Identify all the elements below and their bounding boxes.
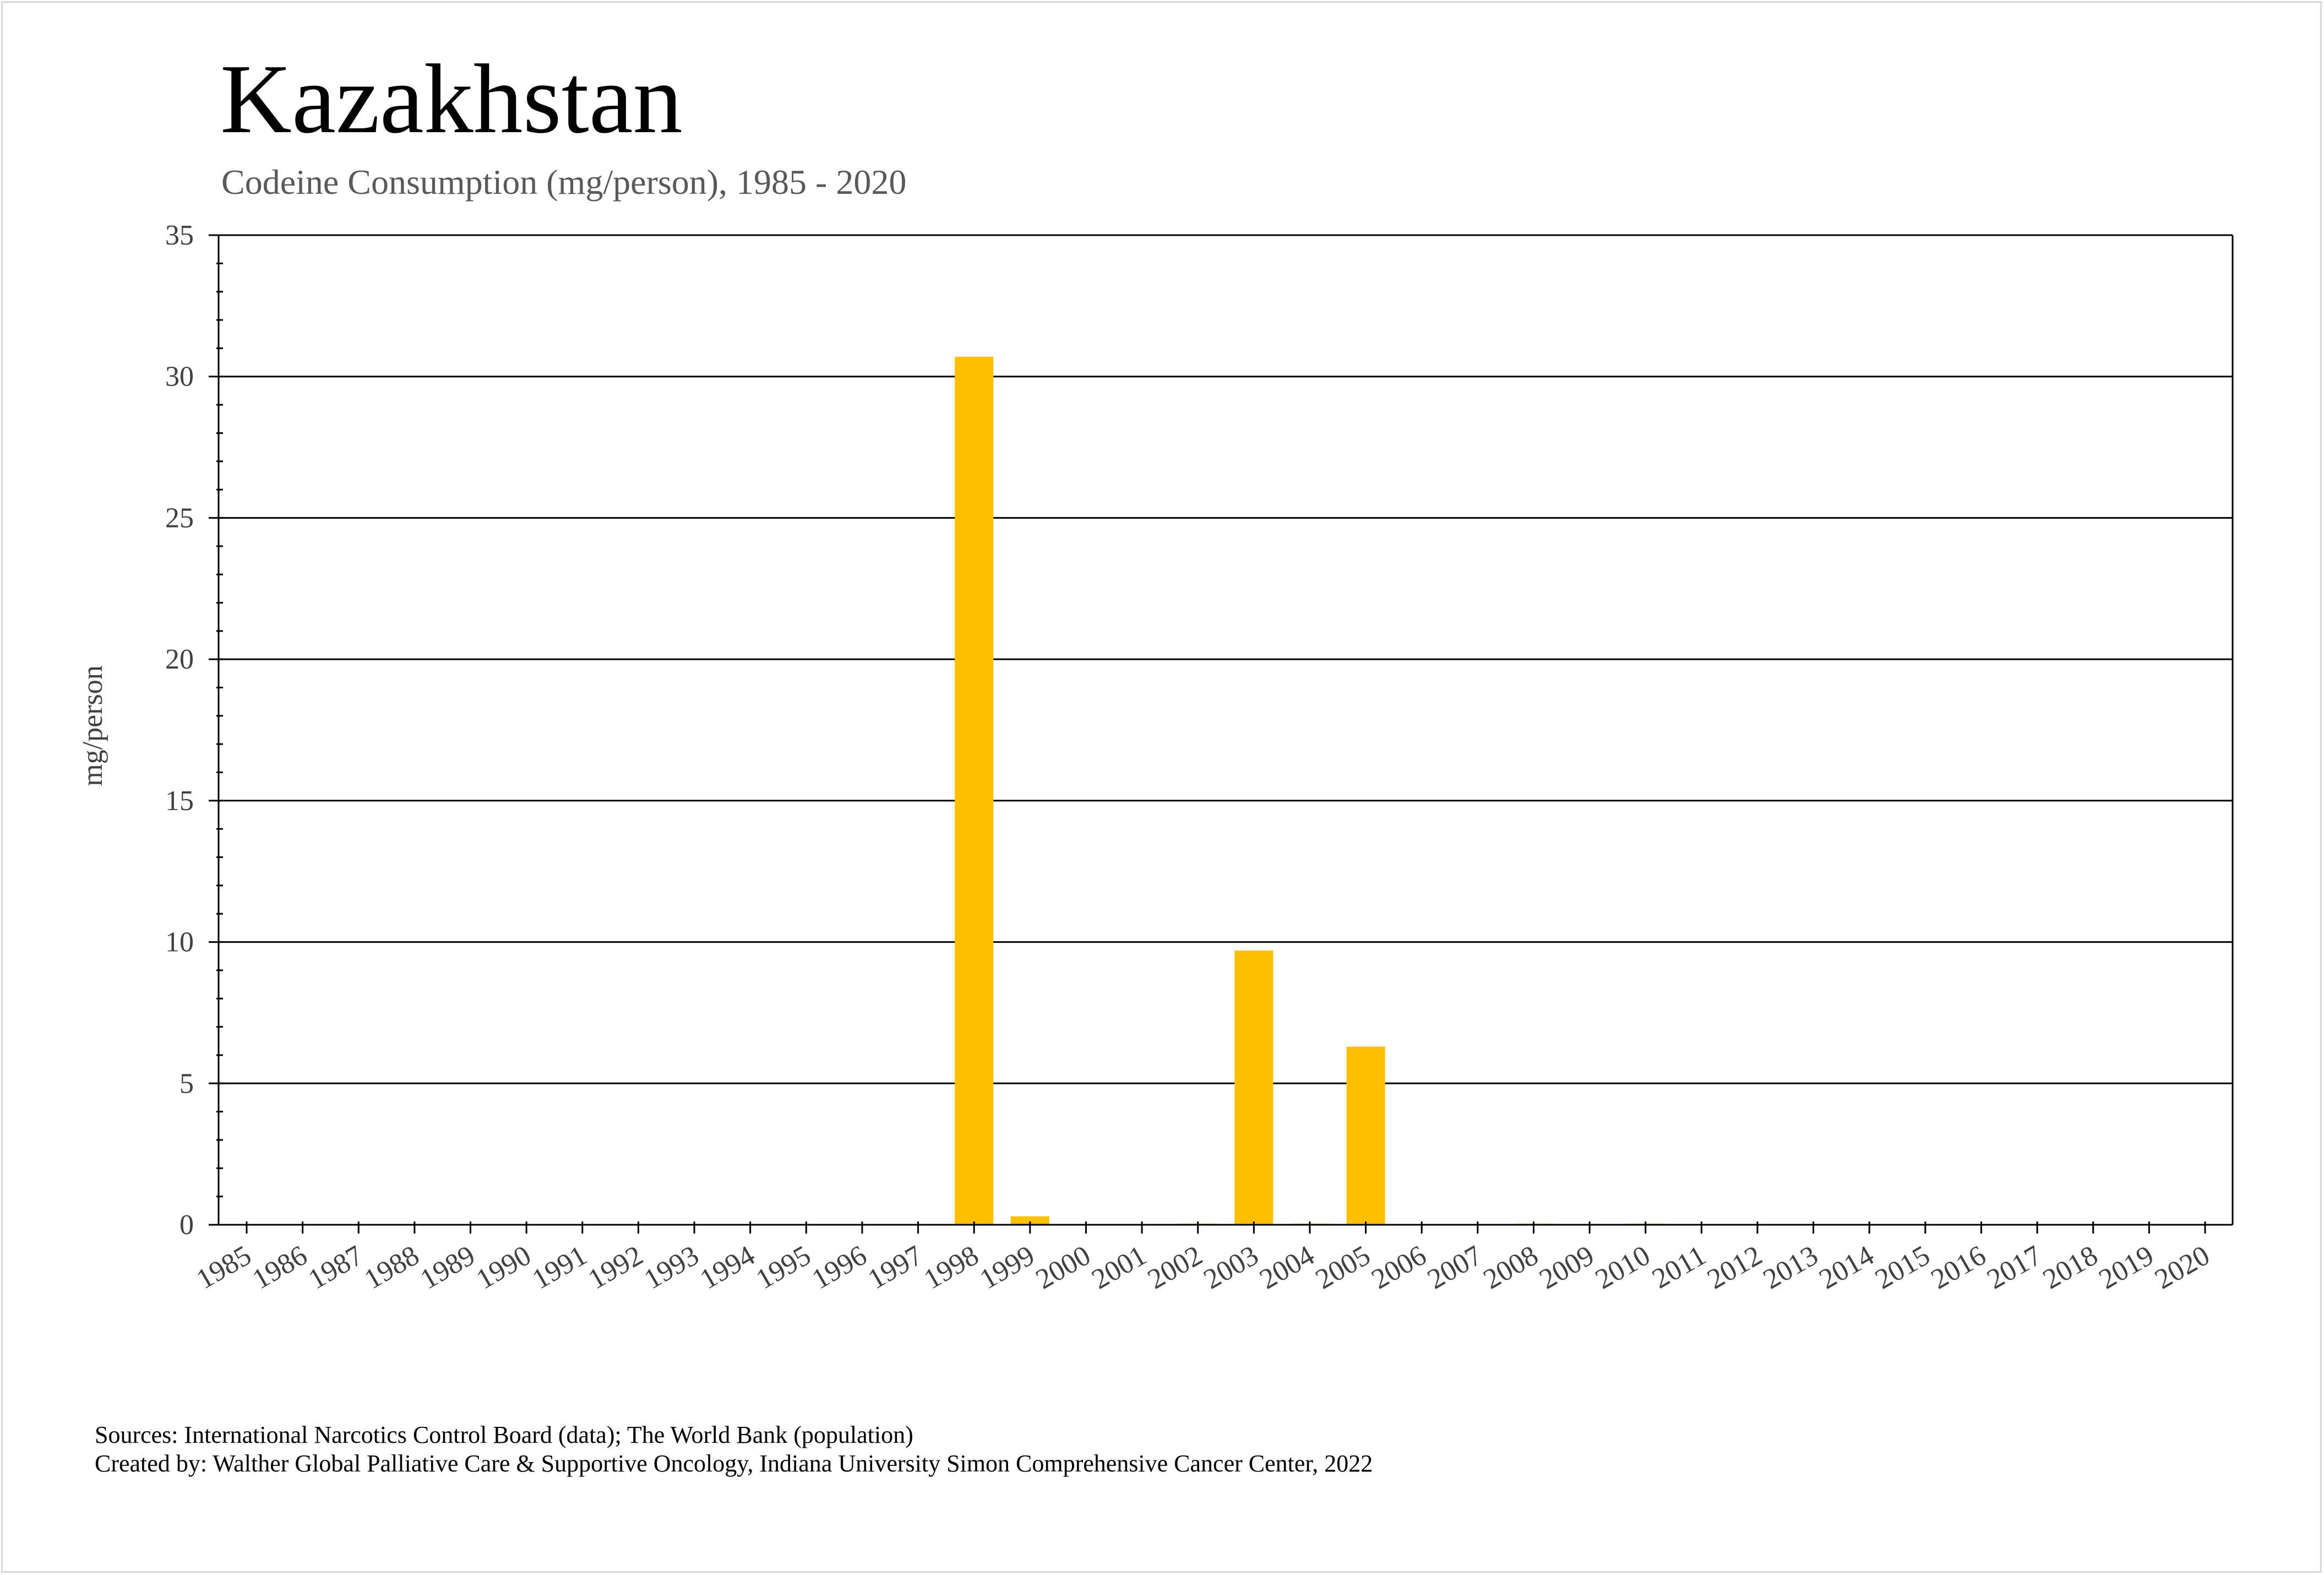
x-tick-label: 1991 — [527, 1240, 592, 1295]
x-tick-label: 2011 — [1647, 1240, 1711, 1295]
bar-2003 — [1234, 950, 1273, 1225]
x-tick-label: 1995 — [751, 1240, 817, 1295]
axes — [209, 234, 2234, 1234]
y-tick-label: 25 — [165, 502, 194, 534]
x-tick-label: 1998 — [919, 1240, 984, 1295]
y-tick-label: 15 — [165, 785, 194, 817]
x-tick-label: 2018 — [2038, 1240, 2103, 1295]
x-tick-label: 2004 — [1254, 1240, 1320, 1295]
bar-1998 — [955, 356, 994, 1225]
x-tick-label: 1986 — [247, 1240, 313, 1295]
y-tick-label: 20 — [165, 644, 194, 675]
bars — [955, 356, 1665, 1225]
y-tick-label: 10 — [165, 927, 194, 958]
x-tick-label: 2000 — [1031, 1240, 1096, 1295]
x-tick-label: 2010 — [1590, 1240, 1656, 1295]
y-tick-labels: 0 5 10 15 20 25 30 35 — [165, 220, 194, 1241]
x-tick-label: 2019 — [2094, 1240, 2159, 1295]
sources-note: Sources: International Narcotics Control… — [95, 1421, 913, 1448]
x-tick-label: 2002 — [1142, 1240, 1208, 1295]
x-tick-label: 1992 — [583, 1240, 649, 1295]
x-tick-label: 2007 — [1422, 1240, 1488, 1295]
x-tick-label: 2009 — [1534, 1240, 1600, 1295]
x-tick-label: 2016 — [1926, 1240, 1991, 1295]
x-tick-label: 2003 — [1199, 1240, 1264, 1295]
x-tick-label: 1994 — [695, 1240, 760, 1295]
x-tick-label: 2014 — [1814, 1240, 1880, 1295]
x-tick-label: 2005 — [1310, 1240, 1376, 1295]
x-tick-label: 1997 — [863, 1240, 928, 1295]
x-tick-label: 2015 — [1870, 1240, 1935, 1295]
x-tick-label: 1987 — [303, 1240, 369, 1295]
x-tick-label: 2013 — [1758, 1240, 1824, 1295]
x-tick-label: 2017 — [1982, 1240, 2048, 1295]
x-tick-label: 1996 — [807, 1240, 872, 1295]
y-tick-label: 30 — [165, 361, 194, 393]
chart-subtitle: Codeine Consumption (mg/person), 1985 - … — [221, 162, 906, 202]
x-tick-label: 2008 — [1478, 1240, 1544, 1295]
x-tick-label: 2012 — [1702, 1240, 1767, 1295]
gridlines — [219, 234, 2233, 1084]
created-by-note: Created by: Walther Global Palliative Ca… — [95, 1450, 1373, 1477]
x-tick-label: 1990 — [471, 1240, 537, 1295]
x-tick-label: 1985 — [191, 1240, 257, 1295]
x-tick-label: 2006 — [1367, 1240, 1432, 1295]
x-tick-label: 1988 — [359, 1240, 424, 1295]
y-tick-label: 5 — [179, 1068, 194, 1099]
bar-1999 — [1010, 1216, 1049, 1225]
x-tick-label: 2001 — [1086, 1240, 1152, 1295]
chart-title: Kazakhstan — [220, 44, 683, 154]
y-tick-label: 0 — [179, 1209, 194, 1241]
x-tick-label: 1993 — [639, 1240, 704, 1295]
bar-2005 — [1346, 1046, 1385, 1225]
x-tick-label: 1999 — [975, 1240, 1040, 1295]
y-axis-label: mg/person — [77, 665, 108, 786]
x-tick-labels: 1985198619871988198919901991199219931994… — [191, 1240, 2215, 1295]
x-tick-label: 1989 — [415, 1240, 481, 1295]
y-tick-label: 35 — [165, 220, 194, 251]
x-tick-label: 2020 — [2149, 1240, 2215, 1295]
